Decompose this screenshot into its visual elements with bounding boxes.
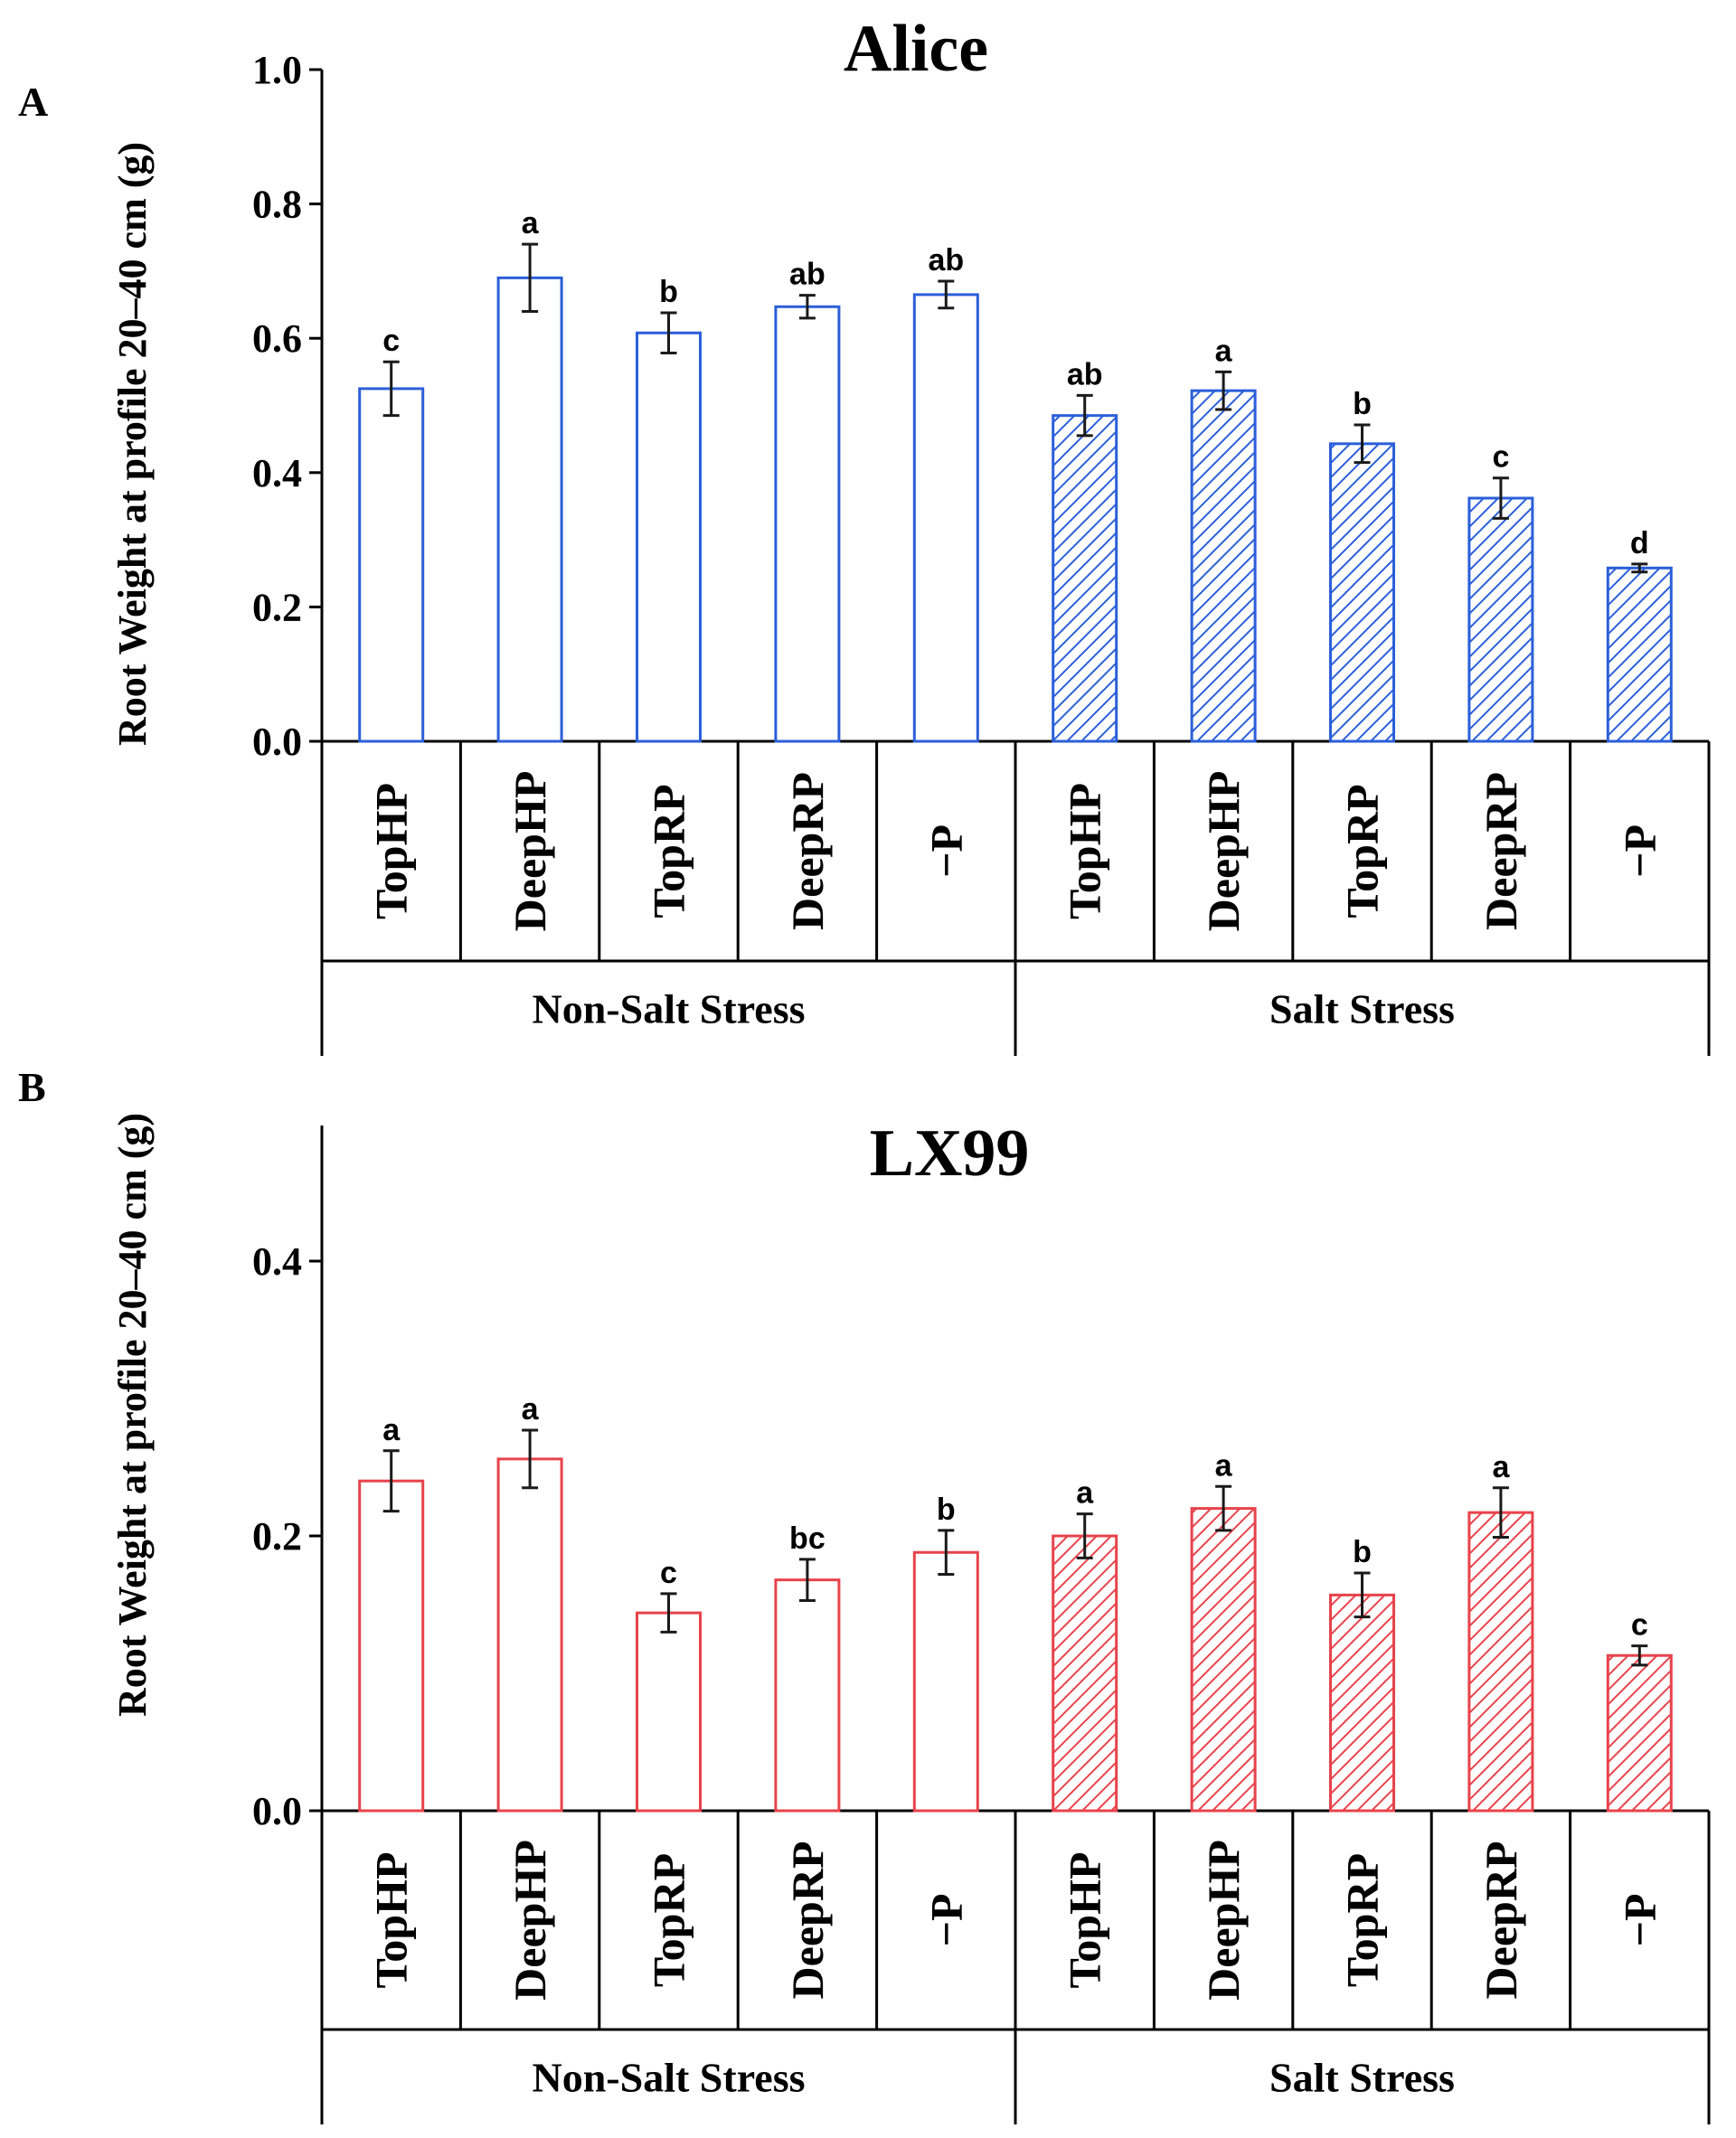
y-tick-label: 0.8 — [252, 183, 302, 227]
bar-nonsalt-4 — [912, 293, 979, 743]
category-label: −P — [1614, 824, 1665, 878]
panel-a: A Alice Root Weight at profile 20–40 cm … — [18, 12, 1711, 1056]
panel-b-title: LX99 — [870, 1116, 1030, 1191]
category-label: DeepRP — [1476, 1841, 1526, 2000]
significance-label: c — [382, 324, 400, 358]
category-label: DeepRP — [782, 1841, 833, 2000]
significance-label: b — [659, 275, 678, 309]
bar-salt-6 — [1190, 389, 1257, 743]
panel-b: B LX99 Root Weight at profile 20–40 cm (… — [18, 1064, 1711, 2124]
y-tick-label: 0.0 — [252, 720, 302, 764]
category-label: TopHP — [1060, 1851, 1110, 1988]
panel-a-title: Alice — [844, 12, 988, 86]
category-label: DeepHP — [505, 771, 555, 932]
category-label: TopRP — [1337, 784, 1388, 918]
significance-label: a — [1492, 1450, 1510, 1484]
y-tick-label: 0.4 — [252, 1239, 302, 1284]
group-label: Non-Salt Stress — [532, 986, 805, 1032]
bar-nonsalt-3 — [774, 305, 841, 743]
category-label: DeepRP — [1476, 772, 1526, 930]
significance-label: c — [1631, 1608, 1648, 1643]
panel-b-label: B — [18, 1064, 46, 1110]
bar-nonsalt-1 — [496, 276, 563, 743]
category-label: DeepHP — [1198, 771, 1249, 932]
bar-salt-6 — [1190, 1507, 1257, 1813]
y-tick-label: 0.2 — [252, 585, 302, 629]
category-label: DeepRP — [782, 772, 833, 930]
bar-salt-7 — [1329, 1593, 1395, 1813]
category-label: DeepHP — [505, 1840, 555, 2001]
group-label: Non-Salt Stress — [532, 2055, 805, 2101]
category-label: TopRP — [644, 1853, 694, 1987]
group-label: Salt Stress — [1269, 986, 1455, 1032]
significance-label: b — [1353, 387, 1372, 421]
panel-a-label: A — [18, 79, 48, 125]
category-label: TopHP — [1060, 783, 1110, 919]
bar-salt-9 — [1606, 1653, 1673, 1813]
bar-salt-7 — [1329, 442, 1395, 743]
bar-nonsalt-2 — [636, 1611, 702, 1813]
significance-label: ab — [789, 258, 826, 292]
y-tick-label: 0.4 — [252, 451, 302, 495]
bar-salt-9 — [1606, 566, 1673, 743]
significance-label: ab — [928, 243, 964, 278]
panel-a-ylabel: Root Weight at profile 20–40 cm (g) — [110, 142, 155, 746]
bar-nonsalt-2 — [636, 331, 702, 743]
category-label: DeepHP — [1198, 1840, 1249, 2001]
significance-label: a — [382, 1413, 401, 1447]
category-label: TopRP — [1337, 1853, 1388, 1987]
bar-nonsalt-1 — [496, 1457, 563, 1813]
y-tick-label: 1.0 — [252, 48, 302, 92]
bar-nonsalt-4 — [912, 1550, 979, 1813]
significance-label: c — [1492, 440, 1509, 475]
bar-nonsalt-0 — [358, 387, 425, 743]
significance-label: b — [1353, 1535, 1372, 1569]
bar-salt-8 — [1467, 1511, 1534, 1813]
y-tick-label: 0.0 — [252, 1789, 302, 1833]
group-label: Salt Stress — [1269, 2055, 1455, 2101]
significance-label: d — [1630, 526, 1649, 560]
bar-nonsalt-3 — [774, 1578, 841, 1813]
bar-nonsalt-0 — [358, 1479, 425, 1813]
panel-a-axes: 0.00.20.40.60.81.0cTopHPaDeepHPbTopRPabD… — [252, 48, 1711, 1056]
y-tick-label: 0.6 — [252, 316, 302, 361]
category-label: −P — [920, 1893, 971, 1946]
significance-label: c — [660, 1556, 677, 1590]
bar-salt-5 — [1052, 414, 1118, 743]
bar-salt-8 — [1467, 496, 1534, 743]
significance-label: a — [522, 206, 540, 240]
significance-label: a — [1076, 1476, 1094, 1511]
significance-label: ab — [1067, 357, 1103, 391]
significance-label: b — [937, 1493, 956, 1527]
significance-label: a — [1215, 334, 1233, 368]
category-label: TopRP — [644, 784, 694, 918]
significance-label: a — [1215, 1448, 1233, 1483]
panel-b-axes: 0.00.20.4aTopHPaDeepHPcTopRPbcDeepRPb−Pa… — [252, 1126, 1711, 2124]
significance-label: a — [522, 1392, 540, 1427]
panel-b-ylabel: Root Weight at profile 20–40 cm (g) — [110, 1113, 155, 1717]
significance-label: bc — [789, 1521, 826, 1556]
category-label: TopHP — [366, 1851, 417, 1988]
category-label: −P — [1614, 1893, 1665, 1946]
category-label: −P — [920, 824, 971, 878]
bar-salt-5 — [1052, 1534, 1118, 1813]
category-label: TopHP — [366, 783, 417, 919]
y-tick-label: 0.2 — [252, 1514, 302, 1559]
